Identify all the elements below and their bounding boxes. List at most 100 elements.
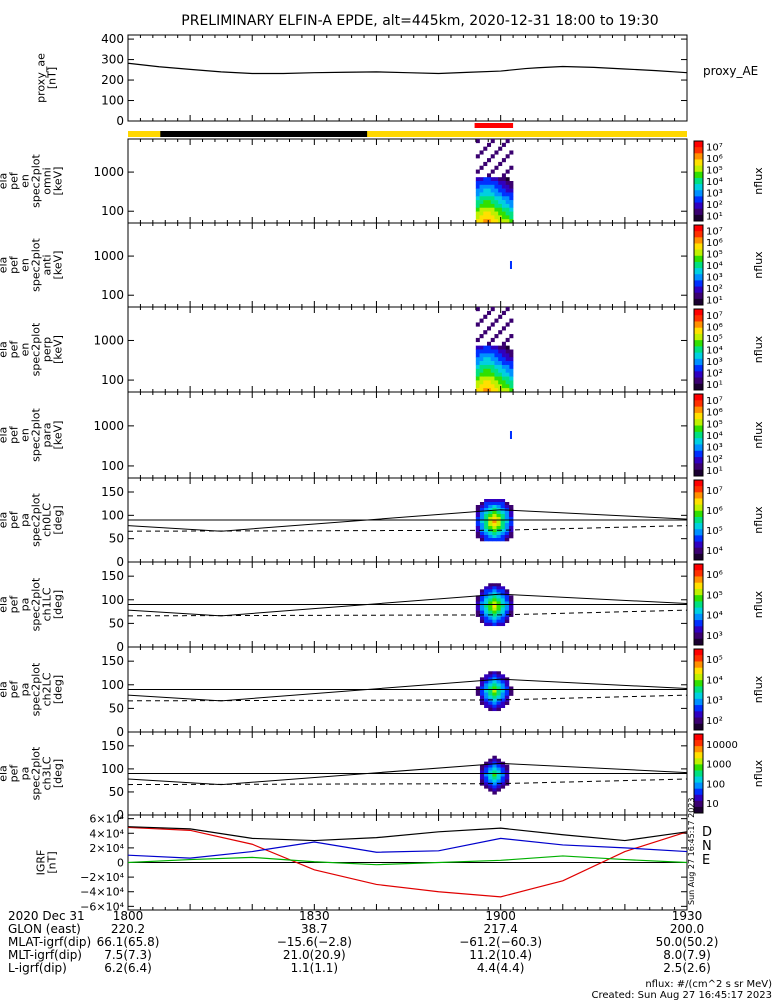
- y-tick-label: 4×10⁴: [89, 827, 124, 840]
- pitch-angle-cell: [488, 523, 493, 527]
- pitch-angle-cell: [508, 613, 514, 617]
- colorbar-segment: [694, 457, 703, 464]
- colorbar-segment: [694, 711, 703, 719]
- colorbar-segment: [694, 764, 703, 771]
- y-axis-label: proxy_ae[nT]: [35, 53, 59, 103]
- pitch-angle-cell: [508, 689, 514, 693]
- pitch-angle-cell: [504, 776, 510, 780]
- xaxis-row-value: 1800: [113, 909, 144, 923]
- pitch-angle-cell: [504, 607, 510, 611]
- colorbar-segment: [694, 255, 703, 263]
- xaxis-row-value: 217.4: [483, 922, 517, 936]
- colorbar-tick-label: 10⁷: [706, 486, 723, 497]
- igrf-legend-E: E: [702, 853, 710, 868]
- y-axis-label-line: ela: [0, 596, 10, 613]
- pitch-angle-cell: [488, 767, 493, 771]
- spectrogram-cell: [509, 188, 514, 193]
- spectrogram-cell: [494, 345, 499, 350]
- pitch-angle-cell: [484, 511, 489, 515]
- pitch-angle-cell: [500, 680, 506, 684]
- y-axis-label-line: en: [19, 258, 32, 272]
- y-axis-label-line: [nT]: [46, 851, 59, 873]
- pitch-angle-cell: [496, 776, 501, 780]
- spectrogram-cell: [501, 219, 506, 224]
- colorbar-tick-label: 10³: [706, 631, 723, 642]
- pitch-angle-cell: [492, 586, 497, 590]
- pitch-angle-cell: [492, 607, 497, 611]
- y-axis-label-line: ela: [0, 427, 10, 444]
- spectrogram-cell: [494, 165, 499, 170]
- spectrogram-cell: [494, 196, 499, 201]
- pitch-angle-cell: [496, 695, 501, 699]
- y-axis-label-line: ela: [0, 512, 10, 529]
- spectrogram-cell: [505, 388, 510, 393]
- pitch-angle-cell: [504, 529, 510, 533]
- pitch-angle-cell: [479, 526, 485, 530]
- spectrogram-cell: [505, 203, 510, 209]
- pitch-angle-cell: [496, 601, 501, 605]
- pitch-angle-cell: [492, 695, 497, 699]
- y-axis-label-line: ela: [0, 681, 10, 698]
- pitch-angle-cell: [500, 773, 506, 777]
- y-tick-label: 0: [116, 114, 124, 128]
- pitch-angle-cell: [508, 514, 514, 518]
- pitch-angle-cell: [504, 770, 510, 774]
- spectrogram-cell: [483, 372, 488, 377]
- pitch-angle-cell: [500, 674, 506, 678]
- pitch-angle-cell: [479, 601, 485, 605]
- y-axis-label-line: ch0LC: [41, 503, 54, 537]
- y-tick-label: 6×10⁴: [89, 813, 124, 826]
- spectrogram-cell: [490, 353, 495, 358]
- pitch-angle-cell: [475, 601, 481, 605]
- spectrogram-cell: [487, 142, 492, 147]
- colorbar-segment: [694, 607, 703, 615]
- y-axis-label-line: ela: [0, 173, 10, 190]
- pitch-angle-cell: [484, 598, 489, 602]
- colorbar-segment: [694, 358, 703, 366]
- y-axis-label-line: proxy_ae: [35, 53, 48, 103]
- pitch-angle-cell: [484, 782, 489, 786]
- y-tick-label: 0: [116, 725, 124, 739]
- spectrogram-cell: [505, 139, 510, 144]
- colorbar-segment: [694, 286, 703, 294]
- spectrogram-cell: [490, 349, 495, 354]
- spectrogram-cell: [475, 357, 480, 362]
- y-tick-label: 100: [101, 593, 124, 607]
- y-axis-label-line: spec2plot: [30, 662, 43, 716]
- colorbar-segment: [694, 243, 703, 251]
- pitch-angle-cell: [492, 595, 497, 599]
- spectrogram-cell: [505, 192, 510, 197]
- spectrogram-cell: [494, 357, 499, 362]
- pitch-angle-cell: [500, 535, 506, 539]
- spectrogram-cell: [487, 310, 492, 316]
- pitch-angle-cell: [484, 505, 489, 509]
- pitch-angle-cell: [492, 755, 497, 759]
- pitch-angle-cell: [504, 698, 510, 702]
- spectrogram-cell: [494, 184, 499, 189]
- spectrogram-cell: [505, 337, 510, 343]
- igrf-series-E: [127, 855, 688, 866]
- xaxis-row-value: 38.7: [301, 922, 328, 936]
- panel-frame: [127, 306, 688, 393]
- pitch-angle-cell: [500, 764, 506, 768]
- pitch-angle-cell: [475, 689, 481, 693]
- spectrogram-cell: [475, 345, 480, 350]
- spectrogram-cell: [479, 200, 484, 205]
- pitch-angle-cell: [504, 686, 510, 690]
- pitch-angle-cell: [475, 532, 481, 536]
- spectrogram-cell: [475, 154, 480, 159]
- y-axis-label-line: en: [19, 428, 32, 442]
- pitch-angle-cell: [504, 773, 510, 777]
- spectrogram-cell: [490, 169, 495, 174]
- spectrogram-cell: [494, 380, 499, 385]
- pitch-angle-cell: [492, 689, 497, 693]
- y-tick-label: 0: [116, 808, 124, 822]
- spectrogram-cell: [494, 361, 499, 366]
- pitch-angle-cell: [492, 538, 497, 542]
- loss-cone-line: [127, 593, 688, 617]
- y-tick-label: 100: [101, 204, 124, 218]
- pitch-angle-cell: [496, 701, 501, 705]
- spectrogram-cell: [483, 345, 488, 350]
- pitch-angle-cell: [475, 517, 481, 521]
